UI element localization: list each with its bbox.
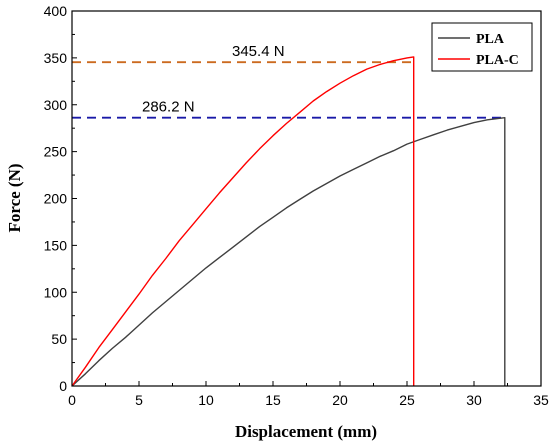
x-axis: 0 5 10 15 20 25 30 35	[68, 381, 549, 408]
x-tick-label: 0	[68, 392, 76, 408]
legend-box	[431, 22, 533, 72]
y-tick-label: 300	[44, 97, 68, 113]
y-tick-label: 400	[44, 3, 68, 19]
x-tick-label: 15	[265, 392, 281, 408]
x-tick-label: 25	[399, 392, 415, 408]
reference-lines: 345.4 N 286.2 N	[72, 43, 505, 119]
x-tick-label: 10	[198, 392, 214, 408]
x-axis-title: Displacement (mm)	[235, 422, 377, 441]
x-tick-label: 20	[332, 392, 348, 408]
y-tick-label: 150	[44, 237, 68, 253]
series-line	[71, 116, 506, 387]
x-tick-label: 35	[533, 392, 549, 408]
y-axis-title: Force (N)	[5, 163, 24, 232]
series-line	[71, 56, 415, 387]
y-axis: 0 50 100 150 200 250 300 350 400	[44, 3, 77, 394]
series-lines	[71, 56, 506, 387]
reference-label: 286.2 N	[142, 99, 195, 116]
y-tick-label: 100	[44, 284, 68, 300]
y-tick-label: 0	[59, 378, 67, 394]
y-tick-label: 250	[44, 144, 68, 160]
legend-label: PLA-C	[476, 53, 519, 68]
y-tick-label: 200	[44, 191, 68, 207]
legend: PLA PLA-C	[431, 22, 533, 72]
y-tick-label: 350	[44, 50, 68, 66]
legend-label: PLA	[476, 32, 505, 47]
y-tick-label: 50	[51, 331, 67, 347]
reference-label: 345.4 N	[232, 43, 285, 60]
x-tick-label: 30	[466, 392, 482, 408]
x-tick-label: 5	[135, 392, 143, 408]
